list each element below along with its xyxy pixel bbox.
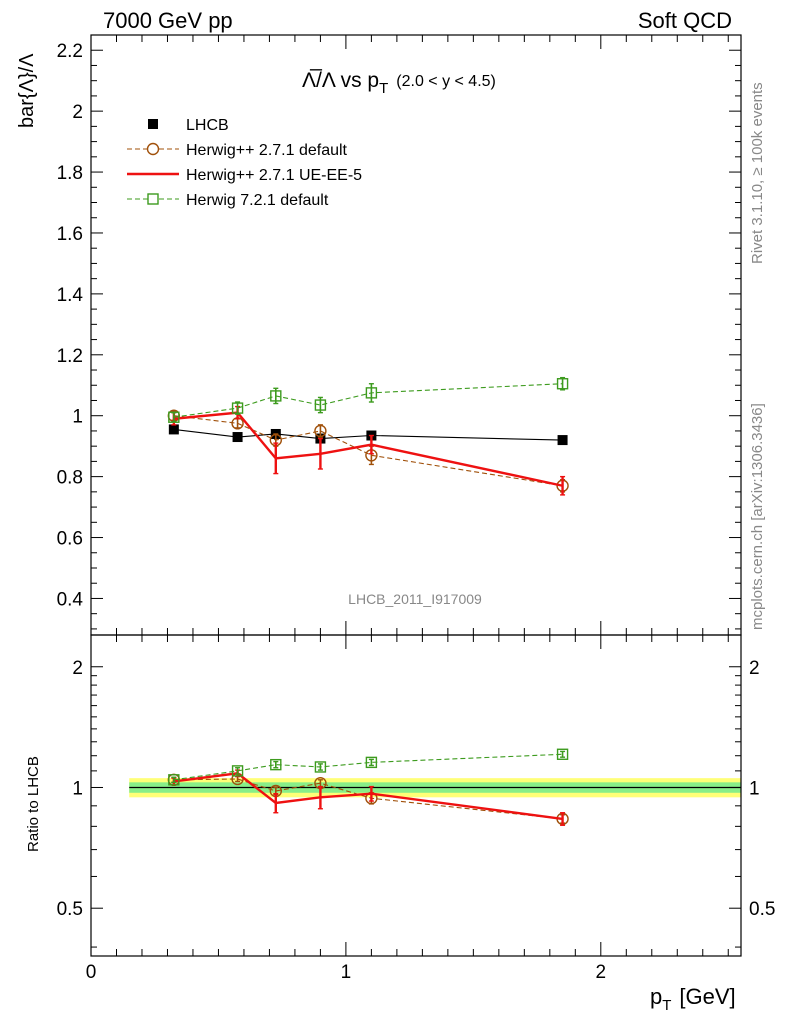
legend-marker xyxy=(146,142,160,156)
ratio-data-point xyxy=(365,756,378,769)
main-data-point xyxy=(231,417,244,430)
x-tick-label: 0 xyxy=(86,962,97,983)
main-data-point xyxy=(270,390,282,402)
y-tick-label: 0.6 xyxy=(57,529,83,550)
ratio-data-point xyxy=(168,774,180,786)
chart-title-main: Λ̅/Λ vs p xyxy=(302,69,379,92)
ratio-series-line xyxy=(173,772,563,821)
legend-label: Herwig++ 2.7.1 default xyxy=(186,142,348,159)
y-tick-label: 2 xyxy=(72,102,83,123)
y-tick-label: 1.8 xyxy=(57,163,83,184)
y-tick-label: 0.4 xyxy=(57,589,84,610)
main-series-line xyxy=(173,411,563,487)
x-tick-label: 2 xyxy=(596,962,607,983)
main-data-point xyxy=(314,424,327,438)
ratio-series-line xyxy=(173,778,563,820)
main-series-line xyxy=(173,428,563,441)
legend-marker xyxy=(148,119,158,129)
ratio-y-tick-label: 0.5 xyxy=(57,899,83,920)
header-right: Soft QCD xyxy=(638,8,732,33)
main-panel: 0.4 0.6 0.8 1 1.2 1.4 1.6 1.8 2 2.2 xyxy=(57,34,742,636)
main-data-point xyxy=(168,411,180,423)
main-data-point xyxy=(231,402,244,414)
main-data-point xyxy=(556,378,569,390)
y-tick-label: 1 xyxy=(72,407,83,428)
main-data-point xyxy=(168,424,179,435)
chart-title-range: (2.0 < y < 4.5) xyxy=(396,73,496,90)
main-data-point xyxy=(557,435,568,446)
analysis-watermark: LHCB_2011_I917009 xyxy=(348,591,482,607)
legend-entry: Herwig++ 2.7.1 default xyxy=(127,142,348,159)
legend-entry: Herwig++ 2.7.1 UE-EE-5 xyxy=(127,167,362,184)
main-data-point xyxy=(314,399,327,411)
mcplots-label: mcplots.cern.ch [arXiv:1306.3436] xyxy=(749,403,766,630)
x-axis-label-unit: [GeV] xyxy=(679,984,735,1009)
ratio-y-tick-label: 2 xyxy=(72,658,83,679)
ratio-data-point xyxy=(314,761,327,773)
x-tick-label: 1 xyxy=(341,962,352,983)
legend: LHCB Herwig++ 2.7.1 default Herwig++ 2.7.1… xyxy=(127,117,362,209)
ratio-panel: 0.5 0.5 1 1 2 2 0 1 2 xyxy=(57,634,775,983)
main-series-line xyxy=(173,383,563,418)
ratio-data-point xyxy=(556,748,569,760)
legend-entry: LHCB xyxy=(148,117,229,134)
y-tick-label: 1.2 xyxy=(57,346,83,367)
legend-entry: Herwig 7.2.1 default xyxy=(127,192,329,209)
chart-title: Λ̅/Λ vs pT (2.0 < y < 4.5) xyxy=(302,69,496,97)
ratio-y-tick-label-right: 2 xyxy=(749,658,760,679)
ratio-y-tick-label-right: 0.5 xyxy=(749,899,775,920)
y-tick-label: 2.2 xyxy=(57,41,83,62)
ratio-series-herwig-2-7-1-ue-ee-5 xyxy=(171,769,566,826)
main-data-point xyxy=(232,432,243,443)
rivet-label: Rivet 3.1.10, ≥ 100k events xyxy=(749,82,766,264)
main-series-herwig-2-7-1-default xyxy=(167,409,569,493)
x-axis-label: pT [GeV] xyxy=(650,984,736,1014)
legend-label: Herwig 7.2.1 default xyxy=(186,192,329,209)
main-series-herwig-7-2-1-default xyxy=(168,376,569,423)
chart-title-sub: T xyxy=(379,80,388,97)
main-data-point xyxy=(365,387,378,399)
main-series-lhcb xyxy=(168,424,568,446)
ratio-data-point xyxy=(231,765,244,777)
y-tick-label: 0.8 xyxy=(57,468,83,489)
ratio-frame xyxy=(90,634,742,957)
ratio-y-tick-label: 1 xyxy=(72,778,83,799)
ratio-data-point xyxy=(270,758,282,771)
legend-marker xyxy=(147,193,159,205)
legend-label: LHCB xyxy=(186,117,229,134)
ratio-y-axis-label: Ratio to LHCB xyxy=(25,756,42,852)
x-axis-label-sub: T xyxy=(662,997,671,1014)
y-tick-label: 1.6 xyxy=(57,224,83,245)
main-series-line xyxy=(173,415,563,487)
y-tick-label: 1.4 xyxy=(57,285,84,306)
y-axis-label: bar{Λ}/Λ xyxy=(16,53,38,128)
header-left: 7000 GeV pp xyxy=(103,8,233,33)
legend-label: Herwig++ 2.7.1 UE-EE-5 xyxy=(186,167,362,184)
ratio-series-herwig-7-2-1-default xyxy=(168,748,569,786)
ratio-y-tick-label-right: 1 xyxy=(749,778,760,799)
x-axis-label-main: p xyxy=(650,984,662,1009)
